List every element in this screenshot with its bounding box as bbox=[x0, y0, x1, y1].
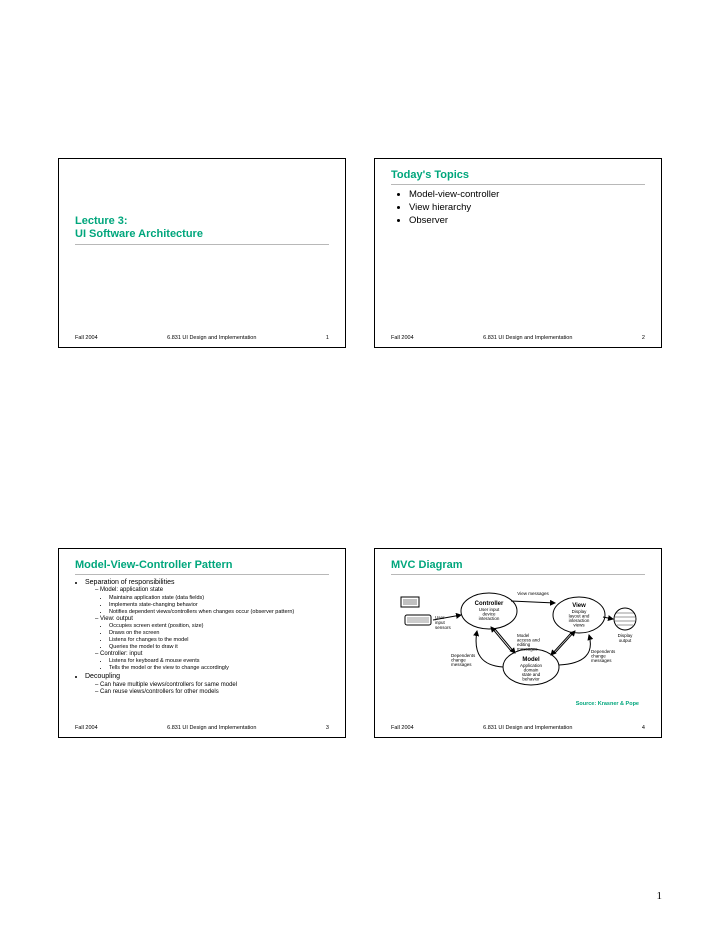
text: Decoupling bbox=[85, 673, 120, 680]
slide-3-rule bbox=[75, 574, 329, 575]
slide-2-number: 2 bbox=[642, 335, 645, 341]
slide-4-footer: Fall 2004 6.831 UI Design and Implementa… bbox=[391, 725, 645, 731]
slide-3: Model-View-Controller Pattern Separation… bbox=[58, 548, 346, 738]
footer-course: 6.831 UI Design and Implementation bbox=[483, 725, 572, 731]
mvc-diagram: Userinputsensors Controller User inputde… bbox=[391, 579, 647, 699]
footer-course: 6.831 UI Design and Implementation bbox=[167, 335, 256, 341]
slide-4-source: Source: Krasner & Pope bbox=[391, 701, 639, 707]
list-item: Model-view-controller bbox=[409, 189, 645, 200]
slide-1-body: Lecture 3: UI Software Architecture bbox=[59, 159, 345, 245]
svg-text:Dependentschangemessages: Dependentschangemessages bbox=[451, 653, 476, 667]
list-item: View hierarchy bbox=[409, 202, 645, 213]
view-messages-label: View messages bbox=[517, 591, 549, 596]
slide-2-title: Today's Topics bbox=[391, 169, 645, 182]
slide-grid: Lecture 3: UI Software Architecture Fall… bbox=[58, 158, 662, 738]
list-item: Draws on the screen bbox=[109, 630, 329, 637]
footer-course: 6.831 UI Design and Implementation bbox=[167, 725, 256, 731]
slide-2-footer: Fall 2004 6.831 UI Design and Implementa… bbox=[391, 335, 645, 341]
list-item: Implements state-changing behavior bbox=[109, 602, 329, 609]
slide-1-title-line2: UI Software Architecture bbox=[75, 228, 329, 241]
footer-course: 6.831 UI Design and Implementation bbox=[483, 335, 572, 341]
slide-3-number: 3 bbox=[326, 725, 329, 731]
list-item: Listens for changes to the model bbox=[109, 637, 329, 644]
slide-4: MVC Diagram bbox=[374, 548, 662, 738]
slide-1-title: Lecture 3: UI Software Architecture bbox=[75, 215, 329, 240]
slide-3-footer: Fall 2004 6.831 UI Design and Implementa… bbox=[75, 725, 329, 731]
list-item: Controller: input Listens for keyboard &… bbox=[95, 651, 329, 672]
list-item: Can have multiple views/controllers for … bbox=[95, 682, 329, 690]
list-item: View: output Occupies screen extent (pos… bbox=[95, 616, 329, 651]
svg-text:Displayoutput: Displayoutput bbox=[618, 633, 634, 643]
slide-4-number: 4 bbox=[642, 725, 645, 731]
slide-2-bullets: Model-view-controller View hierarchy Obs… bbox=[409, 189, 645, 226]
svg-text:Modelaccess andeditingmessages: Modelaccess andeditingmessages bbox=[517, 633, 540, 652]
slide-2: Today's Topics Model-view-controller Vie… bbox=[374, 158, 662, 348]
list-item: Tells the model or the view to change ac… bbox=[109, 665, 329, 672]
list-item: Notifies dependent views/controllers whe… bbox=[109, 609, 329, 616]
text: Model: application state bbox=[100, 587, 163, 593]
slide-2-rule bbox=[391, 184, 645, 185]
slide-4-title: MVC Diagram bbox=[391, 559, 645, 572]
slide-3-body: Model-View-Controller Pattern Separation… bbox=[59, 549, 345, 697]
footer-term: Fall 2004 bbox=[75, 335, 98, 341]
list-item: Separation of responsibilities Model: ap… bbox=[85, 579, 329, 672]
list-item: Observer bbox=[409, 215, 645, 226]
page: Lecture 3: UI Software Architecture Fall… bbox=[0, 0, 720, 932]
page-number: 1 bbox=[657, 890, 663, 902]
list-item: Queries the model to draw it bbox=[109, 644, 329, 651]
footer-term: Fall 2004 bbox=[391, 725, 414, 731]
slide-1: Lecture 3: UI Software Architecture Fall… bbox=[58, 158, 346, 348]
text: Separation of responsibilities bbox=[85, 579, 175, 586]
list-item: Decoupling Can have multiple views/contr… bbox=[85, 673, 329, 697]
slide-4-body: MVC Diagram bbox=[375, 549, 661, 707]
slide-1-rule bbox=[75, 244, 329, 245]
slide-1-number: 1 bbox=[326, 335, 329, 341]
slide-3-outline: Separation of responsibilities Model: ap… bbox=[85, 579, 329, 697]
svg-text:Applicationdomainstate andbeha: Applicationdomainstate andbehavior bbox=[520, 663, 543, 682]
footer-term: Fall 2004 bbox=[391, 335, 414, 341]
slide-3-title: Model-View-Controller Pattern bbox=[75, 559, 329, 572]
list-item: Can reuse views/controllers for other mo… bbox=[95, 689, 329, 697]
list-item: Occupies screen extent (position, size) bbox=[109, 623, 329, 630]
text: Controller: input bbox=[100, 651, 142, 657]
footer-term: Fall 2004 bbox=[75, 725, 98, 731]
text: View: output bbox=[100, 616, 133, 622]
slide-4-rule bbox=[391, 574, 645, 575]
slide-2-body: Today's Topics Model-view-controller Vie… bbox=[375, 159, 661, 226]
list-item: Maintains application state (data fields… bbox=[109, 595, 329, 602]
slide-1-footer: Fall 2004 6.831 UI Design and Implementa… bbox=[75, 335, 329, 341]
slide-1-title-line1: Lecture 3: bbox=[75, 215, 329, 228]
svg-text:Dependentschangemessages: Dependentschangemessages bbox=[591, 649, 616, 663]
list-item: Model: application state Maintains appli… bbox=[95, 587, 329, 615]
list-item: Listens for keyboard & mouse events bbox=[109, 658, 329, 665]
